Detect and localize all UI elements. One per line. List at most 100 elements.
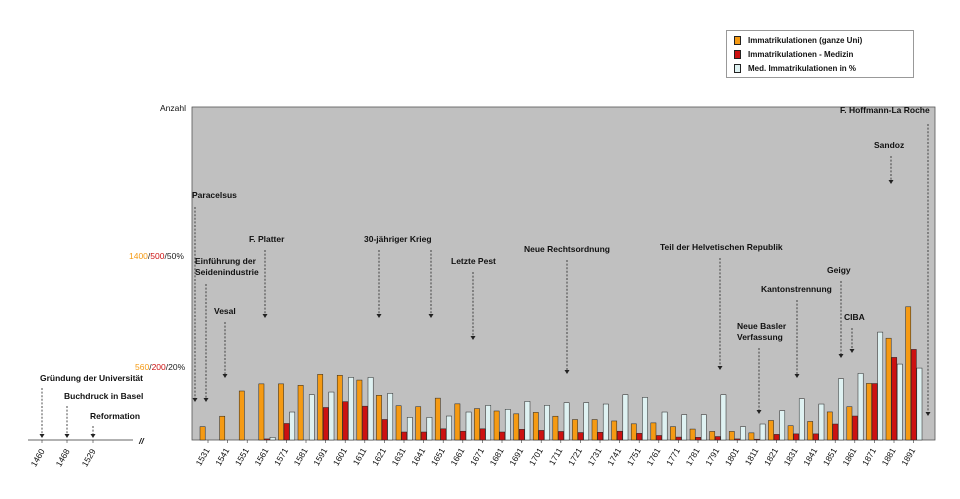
x-tick-label-1711: 1711 — [547, 446, 565, 467]
annotation-einf-hrung-der-seidenindustrie-arrowhead-1 — [203, 398, 209, 402]
scale-marker-560: 560/200/20% — [135, 362, 186, 372]
x-tick-label-1681: 1681 — [488, 446, 506, 468]
x-tick-label-1841: 1841 — [801, 446, 819, 468]
bar-percent-1811 — [759, 423, 766, 441]
scale-marker-1400: 1400/500/50% — [129, 251, 184, 261]
bar-percent-1641 — [426, 417, 433, 441]
bar-medizin-1651 — [440, 428, 447, 441]
bar-percent-1711 — [563, 402, 570, 441]
axis-break-marker: // — [138, 436, 145, 446]
bar-medizin-1711 — [558, 431, 564, 441]
legend-entry-percent: Med. Immatrikulationen in % — [734, 62, 856, 74]
annotation-30-j-hriger-krieg-arrowhead-1 — [376, 314, 382, 318]
bar-total-1871 — [866, 383, 872, 441]
legend-entry-total: Immatrikulationen (ganze Uni) — [734, 34, 862, 46]
x-tick-label-1601: 1601 — [331, 446, 349, 468]
bar-percent-1581 — [308, 394, 315, 441]
annotation-30-j-hriger-krieg-label: 30-jähriger Krieg — [364, 234, 432, 244]
bar-total-1881 — [885, 337, 892, 441]
bar-medizin-1561 — [264, 438, 270, 441]
bar-medizin-1871 — [871, 383, 878, 441]
bar-medizin-1851 — [832, 423, 839, 441]
bar-total-1611 — [356, 379, 363, 441]
x-tick-label-1871: 1871 — [860, 446, 878, 468]
bar-total-1681 — [493, 410, 500, 441]
bar-percent-1731 — [602, 403, 609, 441]
bar-total-1811 — [748, 432, 755, 441]
bar-total-1841 — [807, 421, 814, 441]
x-tick-label-1821: 1821 — [762, 446, 780, 468]
scale-marker-1400-total: 1400 — [129, 251, 148, 261]
annotation-kantonstrennung-arrowhead-1 — [794, 374, 800, 378]
bar-medizin-1621 — [381, 419, 388, 441]
bar-medizin-1781 — [695, 437, 702, 441]
x-tick-label-1661: 1661 — [448, 446, 466, 468]
plot-area — [191, 106, 936, 441]
bar-total-1591 — [317, 374, 324, 441]
bar-medizin-1761 — [656, 435, 662, 441]
x-tick-label-1651: 1651 — [429, 446, 447, 468]
bar-percent-1631 — [406, 417, 413, 441]
bar-percent-1721 — [583, 402, 590, 441]
x-tick-label-1851: 1851 — [821, 446, 839, 468]
bar-total-1761 — [650, 422, 657, 441]
early-event-gr-ndung-der-universit-t-arrowhead — [39, 434, 45, 438]
bar-total-1541 — [219, 415, 226, 441]
bar-total-1831 — [787, 425, 794, 441]
x-tick-label-1791: 1791 — [703, 446, 721, 468]
bar-total-1801 — [728, 431, 735, 441]
bar-total-1661 — [454, 403, 461, 441]
early-event-buchdruck-in-basel-label: Buchdruck in Basel — [64, 391, 143, 401]
x-tick-label-1891: 1891 — [899, 446, 917, 468]
bar-percent-1651 — [446, 415, 452, 441]
bar-total-1711 — [552, 415, 559, 441]
bar-total-1601 — [336, 375, 343, 441]
bar-medizin-1861 — [852, 415, 858, 441]
bar-percent-1871 — [877, 331, 884, 441]
bar-percent-1851 — [838, 378, 844, 441]
x-tick-label-1541: 1541 — [213, 446, 231, 468]
x-tick-label-1551: 1551 — [233, 446, 251, 468]
bar-total-1771 — [670, 426, 676, 441]
bar-medizin-1611 — [362, 405, 368, 441]
early-event-gr-ndung-der-universit-t-label: Gründung der Universität — [40, 373, 143, 383]
annotation-teil-der-helvetischen-republik-arrowhead-1 — [717, 366, 723, 370]
annotation-f-platter-label: F. Platter — [249, 234, 285, 244]
bar-total-1621 — [376, 395, 382, 441]
annotation-neue-basler-verfassung-arrowhead-1 — [756, 410, 762, 414]
annotation-30-j-hriger-krieg-arrowhead-2 — [428, 314, 434, 318]
annotation-paracelsus-arrowhead-1 — [192, 398, 198, 402]
x-tick-label-1751: 1751 — [625, 446, 643, 468]
annotation-sandoz-arrowhead-1 — [888, 180, 894, 184]
bar-medizin-1831 — [793, 433, 800, 441]
x-tick-label-1561: 1561 — [252, 446, 270, 468]
bar-total-1891 — [905, 306, 912, 441]
bar-percent-1831 — [798, 398, 805, 441]
bar-percent-1591 — [328, 391, 335, 441]
x-tick-label-1771: 1771 — [664, 446, 682, 468]
bar-percent-1741 — [622, 394, 629, 441]
bar-total-1581 — [297, 385, 304, 441]
bar-total-1641 — [415, 406, 422, 441]
annotation-geigy-arrowhead-1 — [838, 354, 844, 358]
x-tick-label-1531: 1531 — [194, 446, 212, 468]
annotation-neue-basler-verfassung-label-line-2: Verfassung — [737, 332, 783, 342]
bar-percent-1681 — [504, 409, 511, 441]
bar-percent-1841 — [818, 403, 825, 441]
bar-percent-1801 — [740, 426, 746, 441]
annotation-letzte-pest-label: Letzte Pest — [451, 256, 496, 266]
early-tick-label-1468: 1468 — [54, 447, 72, 469]
scale-marker-560-total: 560 — [135, 362, 150, 372]
bar-total-1671 — [474, 408, 480, 441]
bar-percent-1561 — [269, 437, 276, 441]
bar-percent-1751 — [642, 397, 648, 441]
bar-medizin-1811 — [754, 438, 760, 441]
annotation-sandoz-label: Sandoz — [874, 140, 904, 150]
bar-medizin-1741 — [616, 430, 623, 441]
bar-medizin-1751 — [636, 433, 643, 441]
bar-total-1851 — [826, 411, 833, 441]
x-tick-label-1631: 1631 — [390, 446, 408, 468]
bar-total-1721 — [572, 419, 578, 441]
bar-medizin-1821 — [773, 434, 780, 441]
bar-medizin-1691 — [518, 429, 525, 441]
